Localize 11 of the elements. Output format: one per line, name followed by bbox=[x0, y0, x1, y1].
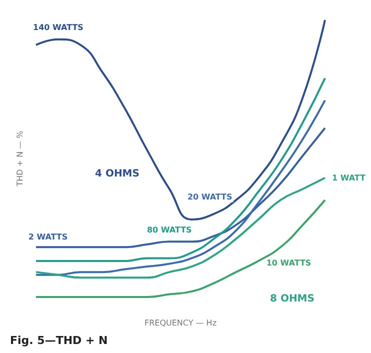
x-axis-title: FREQUENCY — Hz bbox=[144, 318, 217, 328]
series-label: 140 WATTS bbox=[33, 22, 84, 32]
text: 80 WATTS bbox=[146, 226, 192, 235]
series-label: 10 WATTS bbox=[266, 258, 312, 268]
annotation: 4 OHMS bbox=[95, 168, 140, 180]
y-axis-title: THD + N — % bbox=[16, 130, 24, 188]
text: 20 WATTS bbox=[187, 192, 232, 202]
caption: Fig. 5—THD + N bbox=[10, 334, 108, 347]
annotation: 8 OHMS bbox=[270, 294, 314, 304]
series-label: 2 WATTS bbox=[28, 232, 68, 242]
series-label: 1 WATT bbox=[332, 173, 366, 182]
